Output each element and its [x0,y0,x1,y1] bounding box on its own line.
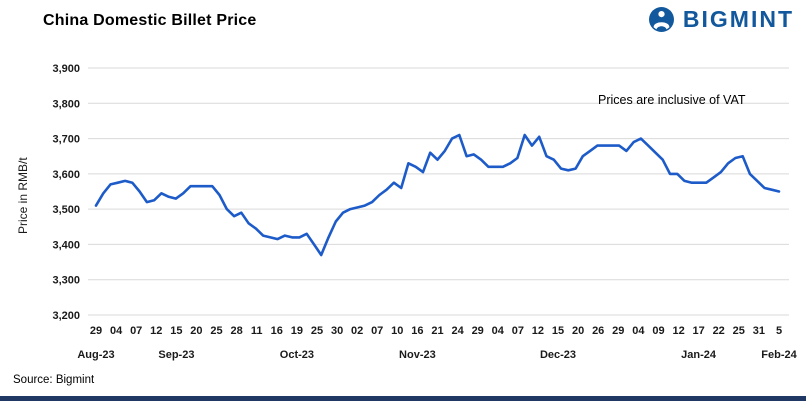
x-day-tick-label: 21 [431,325,443,337]
x-day-tick-label: 04 [632,325,645,337]
x-day-tick-label: 15 [170,325,182,337]
x-month-label: Aug-23 [77,349,114,361]
x-day-tick-label: 09 [652,325,664,337]
x-month-label: Jan-24 [681,349,717,361]
y-tick-label: 3,200 [52,310,80,322]
x-month-label: Oct-23 [280,349,314,361]
bottom-accent-bar [0,396,806,401]
x-day-tick-label: 02 [351,325,363,337]
y-tick-label: 3,500 [52,204,80,216]
x-month-label: Nov-23 [399,349,436,361]
x-day-tick-label: 16 [271,325,283,337]
x-day-tick-label: 20 [190,325,202,337]
x-day-tick-label: 24 [451,325,464,337]
bigmint-logo-icon [648,7,674,32]
x-day-tick-label: 19 [291,325,303,337]
y-tick-label: 3,700 [52,134,80,146]
x-day-tick-label: 15 [552,325,564,337]
x-day-tick-label: 07 [130,325,142,337]
x-day-tick-label: 16 [411,325,423,337]
y-tick-label: 3,900 [52,63,80,75]
x-day-tick-label: 30 [331,325,343,337]
x-day-tick-label: 28 [230,325,242,337]
x-month-label: Dec-23 [540,349,576,361]
x-day-tick-label: 29 [612,325,624,337]
x-day-tick-label: 12 [150,325,162,337]
x-day-tick-label: 07 [512,325,524,337]
x-day-tick-label: 25 [210,325,222,337]
x-day-tick-label: 25 [311,325,323,337]
x-day-tick-label: 25 [733,325,745,337]
page-title: China Domestic Billet Price [43,12,257,29]
x-day-tick-label: 11 [251,325,263,337]
x-day-tick-label: 29 [472,325,484,337]
x-day-tick-label: 12 [532,325,544,337]
x-day-tick-label: 12 [672,325,684,337]
x-day-tick-label: 04 [110,325,123,337]
brand-logo-text: BIGMINT [682,6,794,32]
x-day-tick-label: 04 [492,325,505,337]
x-day-tick-label: 31 [753,325,765,337]
y-tick-label: 3,400 [52,239,80,251]
price-line [94,133,781,257]
x-day-tick-label: 07 [371,325,383,337]
x-day-tick-label: 20 [572,325,584,337]
vat-annotation: Prices are inclusive of VAT [598,93,746,107]
y-tick-label: 3,800 [52,98,80,110]
x-day-tick-label: 17 [692,325,704,337]
x-day-tick-label: 29 [90,325,102,337]
x-day-tick-label: 22 [713,325,725,337]
price-line-chart: 3,200 3,300 3,400 3,500 3,600 3,700 3,800 3,900… [52,63,797,361]
x-day-tick-label: 10 [391,325,403,337]
y-tick-label: 3,300 [52,275,80,287]
source-note: Source: Bigmint [13,374,95,386]
x-day-tick-label: 5 [776,325,782,337]
y-tick-label: 3,600 [52,169,80,181]
x-month-label: Feb-24 [761,349,797,361]
brand-logo: BIGMINT [648,6,794,33]
x-month-label: Sep-23 [158,349,194,361]
x-day-tick-label: 26 [592,325,604,337]
